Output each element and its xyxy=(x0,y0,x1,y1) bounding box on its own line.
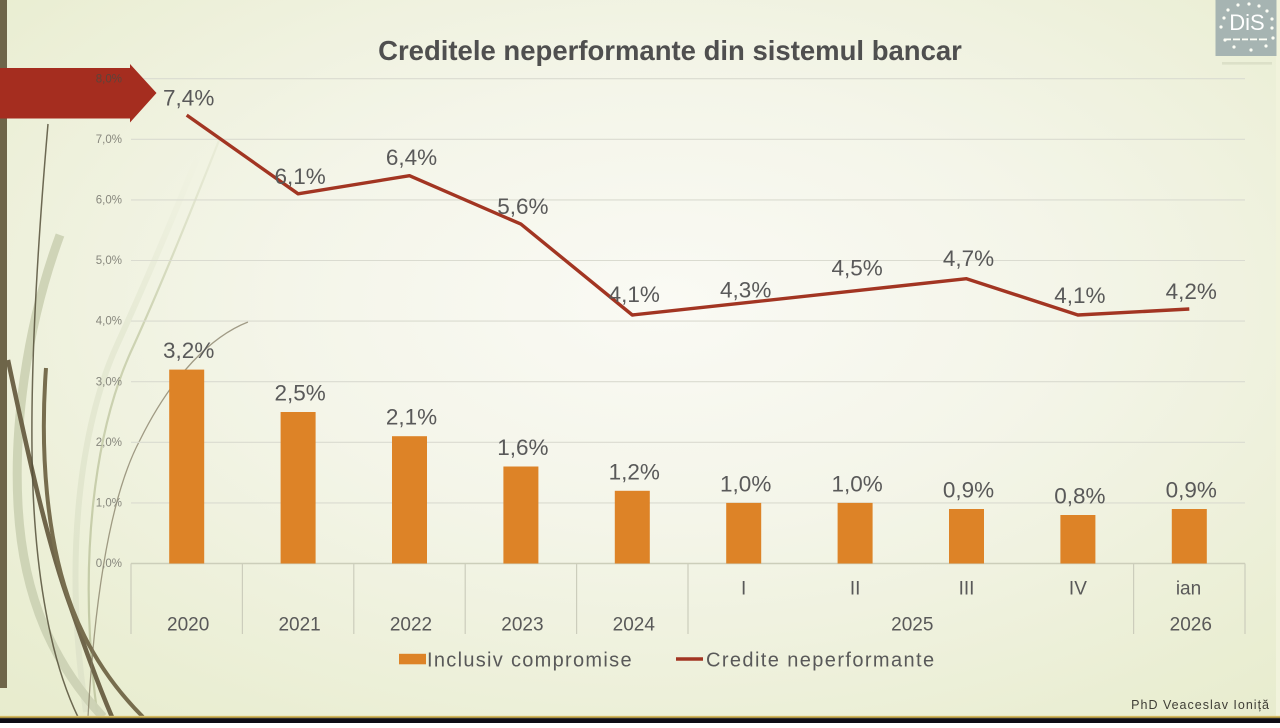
svg-text:1,0%: 1,0% xyxy=(720,471,771,496)
svg-text:4,5%: 4,5% xyxy=(831,255,882,280)
svg-text:4,1%: 4,1% xyxy=(1054,283,1105,308)
svg-text:I: I xyxy=(741,578,746,599)
svg-text:4,1%: 4,1% xyxy=(609,282,660,307)
svg-text:1,6%: 1,6% xyxy=(497,435,548,460)
svg-text:3,0%: 3,0% xyxy=(96,376,122,388)
svg-text:0,9%: 0,9% xyxy=(943,478,994,503)
svg-text:ian: ian xyxy=(1176,578,1201,599)
svg-text:2026: 2026 xyxy=(1170,615,1212,636)
svg-text:5,0%: 5,0% xyxy=(96,255,122,267)
svg-text:3,2%: 3,2% xyxy=(163,338,214,363)
svg-text:0,8%: 0,8% xyxy=(1054,484,1105,509)
svg-text:PhD Veaceslav Ioniță: PhD Veaceslav Ioniță xyxy=(1131,698,1270,712)
svg-text:1,0%: 1,0% xyxy=(96,498,122,510)
svg-text:4,2%: 4,2% xyxy=(1166,279,1217,304)
svg-text:II: II xyxy=(850,578,861,599)
svg-text:7,4%: 7,4% xyxy=(163,86,214,111)
svg-text:2021: 2021 xyxy=(278,615,320,636)
svg-text:2020: 2020 xyxy=(167,615,209,636)
svg-text:III: III xyxy=(959,578,975,599)
svg-text:2,5%: 2,5% xyxy=(274,381,325,406)
svg-text:6,1%: 6,1% xyxy=(274,164,325,189)
svg-text:4,7%: 4,7% xyxy=(943,246,994,271)
svg-text:Inclusiv compromise: Inclusiv compromise xyxy=(427,650,633,672)
svg-text:Credite neperformante: Credite neperformante xyxy=(706,650,936,672)
svg-text:Creditele neperformante din si: Creditele neperformante din sistemul ban… xyxy=(378,35,962,66)
svg-text:2022: 2022 xyxy=(390,615,432,636)
svg-text:7,0%: 7,0% xyxy=(96,134,122,146)
svg-text:4,3%: 4,3% xyxy=(720,277,771,302)
svg-text:2,0%: 2,0% xyxy=(96,437,122,449)
svg-text:6,4%: 6,4% xyxy=(386,145,437,170)
svg-text:0,0%: 0,0% xyxy=(96,558,122,570)
svg-text:2024: 2024 xyxy=(613,615,656,636)
svg-text:1,2%: 1,2% xyxy=(609,459,660,484)
svg-text:2023: 2023 xyxy=(501,615,543,636)
svg-text:0,9%: 0,9% xyxy=(1166,478,1217,503)
svg-text:2,1%: 2,1% xyxy=(386,405,437,430)
svg-text:4,0%: 4,0% xyxy=(96,316,122,328)
svg-text:8,0%: 8,0% xyxy=(96,73,122,85)
svg-text:5,6%: 5,6% xyxy=(497,194,548,219)
svg-text:1,0%: 1,0% xyxy=(831,471,882,496)
svg-text:2025: 2025 xyxy=(891,615,933,636)
svg-text:DiS: DiS xyxy=(1229,10,1264,35)
svg-text:IV: IV xyxy=(1069,578,1087,599)
svg-text:6,0%: 6,0% xyxy=(96,195,122,207)
